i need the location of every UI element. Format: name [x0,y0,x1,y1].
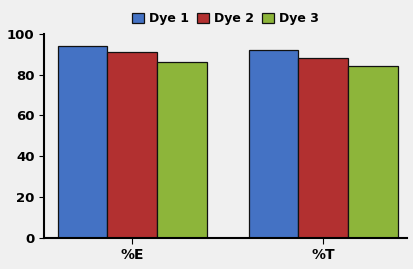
Bar [297,58,347,238]
Bar [107,52,157,238]
Bar [157,62,206,238]
Bar [57,46,107,238]
Bar [248,50,297,238]
Legend: Dye 1, Dye 2, Dye 3: Dye 1, Dye 2, Dye 3 [127,8,323,30]
Bar [347,66,396,238]
